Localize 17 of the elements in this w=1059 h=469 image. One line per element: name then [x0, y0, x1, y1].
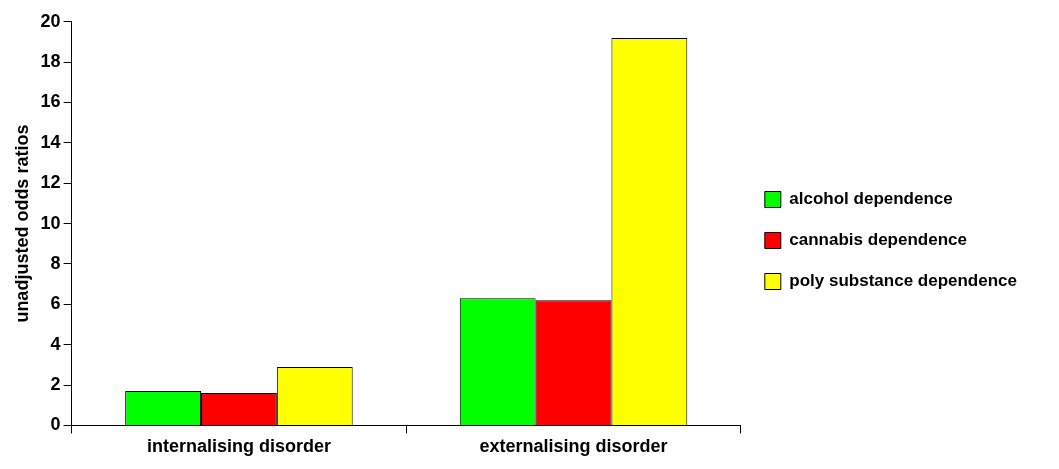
- y-tick-label: 14: [40, 131, 61, 152]
- y-tick-label: 12: [40, 172, 61, 193]
- y-tick-label: 8: [50, 252, 61, 273]
- x-tick-label: internalising disorder: [146, 436, 331, 457]
- y-tick-label: 2: [50, 374, 61, 395]
- y-tick-label: 18: [40, 51, 61, 72]
- y-tick-label: 4: [50, 333, 61, 354]
- y-tick-label: 16: [40, 91, 61, 112]
- legend-label: poly substance dependence: [789, 271, 1018, 291]
- y-axis-title: unadjusted odds ratios: [11, 124, 32, 323]
- y-tick-label: 10: [40, 212, 61, 233]
- legend-label: alcohol dependence: [789, 189, 953, 209]
- y-tick-label: 20: [40, 10, 61, 31]
- legend-label: cannabis dependence: [789, 230, 967, 250]
- y-tick-label: 6: [50, 293, 61, 314]
- y-tick-label: 0: [50, 414, 61, 435]
- x-tick-label: externalising disorder: [479, 436, 668, 457]
